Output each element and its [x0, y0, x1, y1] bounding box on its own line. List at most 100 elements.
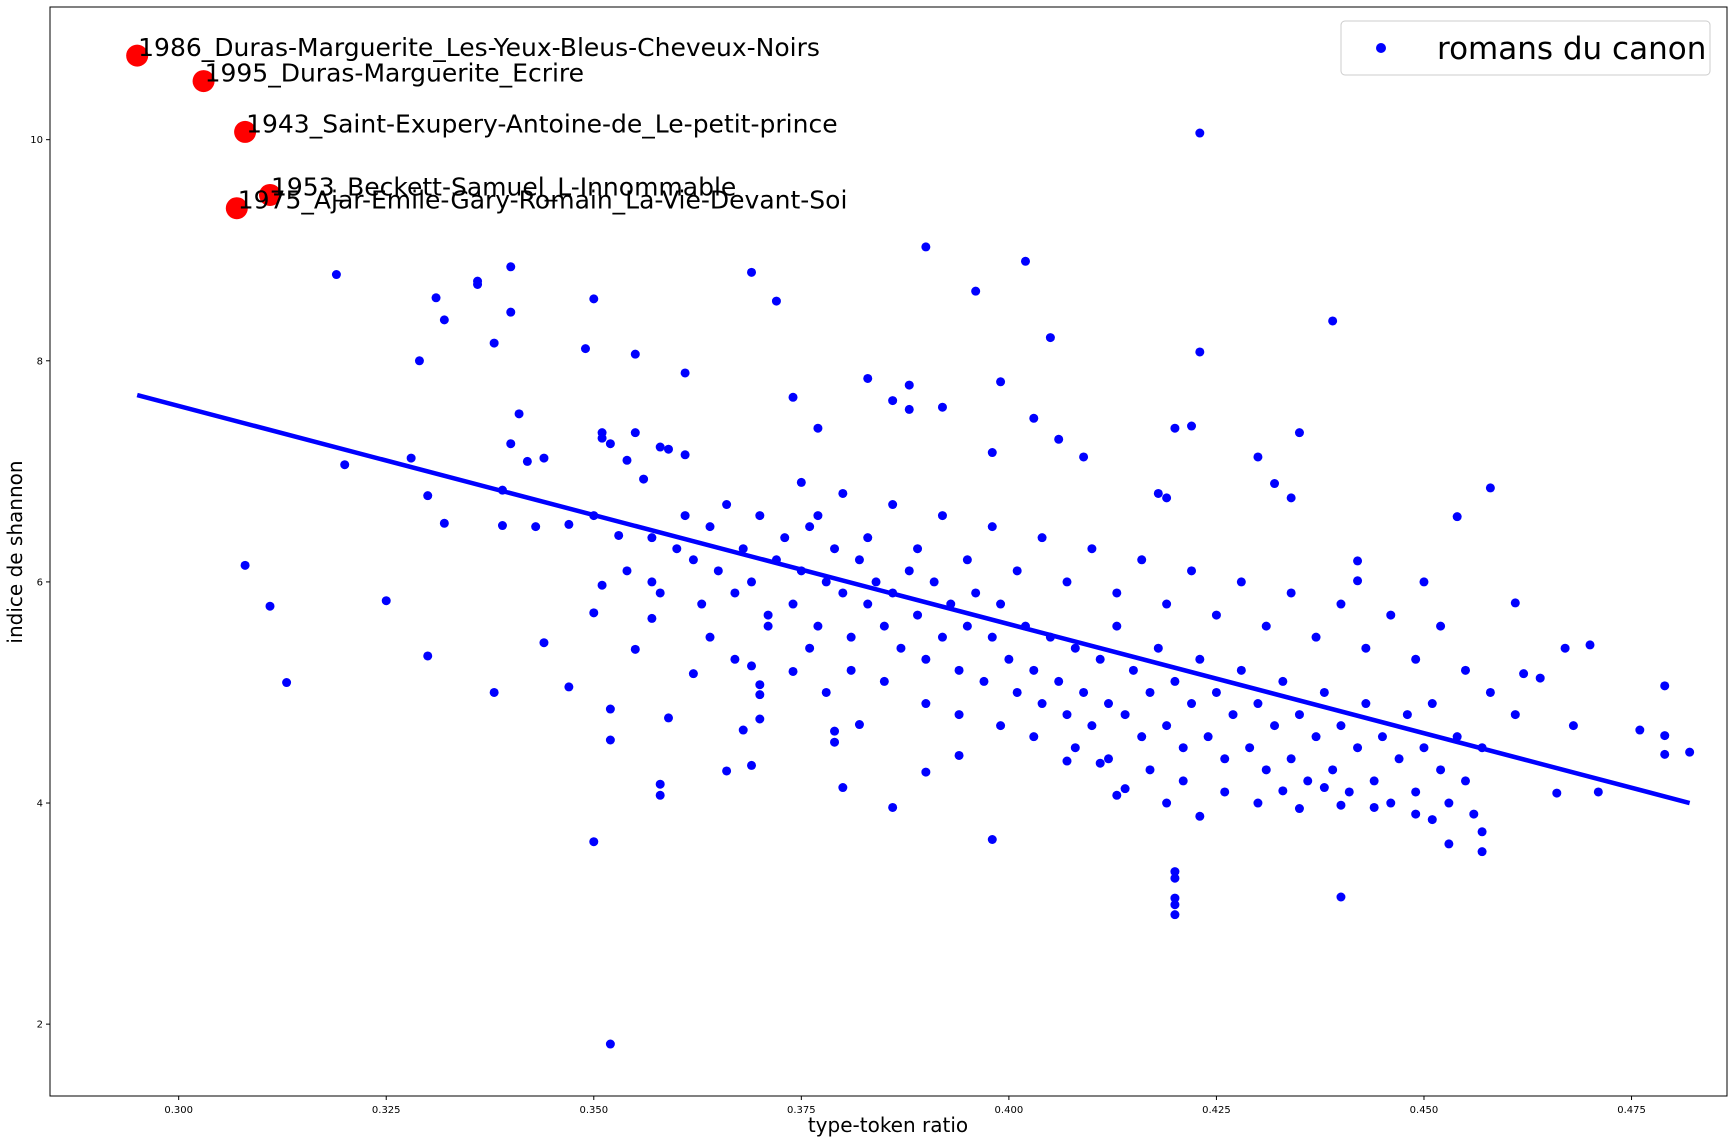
data-point [705, 632, 715, 642]
x-tick-label: 0.350 [579, 1105, 608, 1116]
data-point [1187, 566, 1197, 576]
data-point [564, 519, 574, 529]
data-point [1460, 776, 1470, 786]
data-point [1261, 621, 1271, 631]
data-point [1369, 802, 1379, 812]
data-point [614, 530, 624, 540]
data-point [1436, 621, 1446, 631]
data-point [1328, 765, 1338, 775]
data-point [1336, 721, 1346, 731]
data-point [830, 726, 840, 736]
regression-line [136, 392, 1691, 806]
data-point [680, 368, 690, 378]
point-annotation: 1975_Ajar-Emile-Gary-Romain_La-Vie-Devan… [238, 186, 848, 215]
data-point [1162, 599, 1172, 609]
data-point [1145, 687, 1155, 697]
x-axis-label: type-token ratio [808, 1113, 968, 1137]
highlighted-point [126, 44, 149, 67]
data-point [913, 544, 923, 554]
data-point [1195, 654, 1205, 664]
data-point [1386, 610, 1396, 620]
highlighted-point [259, 183, 282, 206]
data-point [1162, 721, 1172, 731]
data-point [813, 423, 823, 433]
data-point [431, 293, 441, 303]
highlighted-point [234, 120, 257, 143]
data-point [663, 444, 673, 454]
data-point [1178, 776, 1188, 786]
data-point [1585, 640, 1595, 650]
data-point [805, 643, 815, 653]
data-point [1328, 316, 1338, 326]
data-point [838, 488, 848, 498]
data-point [414, 356, 424, 366]
data-point [605, 1039, 615, 1049]
data-point [1112, 621, 1122, 631]
data-point [788, 392, 798, 402]
legend-box [1340, 20, 1711, 76]
data-point [647, 577, 657, 587]
data-point [489, 687, 499, 697]
y-axis-ticks: 2 4 6 8 10 [30, 135, 50, 1031]
data-point [755, 511, 765, 521]
data-point [240, 560, 250, 570]
data-point [680, 511, 690, 521]
data-point [1485, 687, 1495, 697]
data-point [796, 477, 806, 487]
data-point [763, 610, 773, 620]
data-point [1170, 873, 1180, 883]
data-point [1278, 786, 1288, 796]
data-point [1286, 754, 1296, 764]
data-point [1170, 676, 1180, 686]
data-point [1070, 643, 1080, 653]
data-point [506, 262, 516, 272]
data-point [672, 544, 682, 554]
data-point [1510, 598, 1520, 608]
data-point [1560, 643, 1570, 653]
data-point [755, 714, 765, 724]
data-point [1469, 809, 1479, 819]
data-point [1353, 576, 1363, 586]
data-point [1037, 533, 1047, 543]
data-point [1104, 699, 1114, 709]
data-point [1253, 798, 1263, 808]
data-point [713, 566, 723, 576]
data-point [1054, 434, 1064, 444]
data-point [340, 460, 350, 470]
data-point [846, 632, 856, 642]
data-point [863, 373, 873, 383]
data-point [722, 766, 732, 776]
data-point [605, 439, 615, 449]
data-point [655, 779, 665, 789]
data-point [1020, 256, 1030, 266]
data-point [1452, 512, 1462, 522]
data-point [630, 644, 640, 654]
data-point [1261, 765, 1271, 775]
data-point [871, 577, 881, 587]
data-point [1187, 699, 1197, 709]
data-point [1004, 654, 1014, 664]
data-point [622, 566, 632, 576]
data-point [1286, 588, 1296, 598]
data-point [888, 802, 898, 812]
data-point [1485, 483, 1495, 493]
data-point [622, 455, 632, 465]
data-point [954, 750, 964, 760]
data-point [1153, 488, 1163, 498]
data-point [1195, 128, 1205, 138]
data-point [1170, 867, 1180, 877]
data-point [1303, 776, 1313, 786]
data-point [780, 533, 790, 543]
data-point [1386, 798, 1396, 808]
data-point [688, 555, 698, 565]
data-point [1029, 665, 1039, 675]
data-point [1660, 749, 1670, 759]
data-point [838, 588, 848, 598]
data-point [904, 380, 914, 390]
x-tick-label: 0.450 [1410, 1105, 1439, 1116]
data-point [1178, 743, 1188, 753]
data-point [747, 267, 757, 277]
point-annotations: 1986_Duras-Marguerite_Les-Yeux-Bleus-Che… [138, 33, 847, 215]
data-point [1477, 847, 1487, 857]
data-point [1353, 556, 1363, 566]
